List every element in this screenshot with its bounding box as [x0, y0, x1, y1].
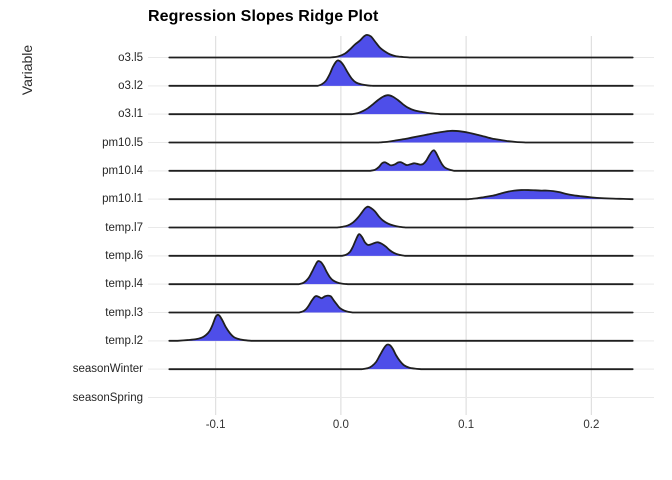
- ridge-temp.l4: [168, 260, 634, 286]
- y-tick-label-temp.l3: temp.l3: [105, 306, 143, 319]
- y-tick-label-pm10.l5: pm10.l5: [102, 136, 143, 149]
- y-axis-title: Variable: [19, 44, 35, 96]
- y-tick-label-pm10.l4: pm10.l4: [102, 164, 143, 177]
- chart-title: Regression Slopes Ridge Plot: [148, 8, 379, 25]
- ridge-temp.l6: [168, 233, 634, 257]
- ridge-o3.l2: [168, 59, 634, 87]
- y-tick-label-temp.l7: temp.l7: [105, 221, 143, 234]
- y-tick-label-temp.l6: temp.l6: [105, 249, 143, 262]
- x-tick-label--0.1: -0.1: [205, 419, 226, 431]
- ridge-temp.l3: [168, 294, 634, 314]
- y-tick-label-o3.l5: o3.l5: [118, 51, 143, 64]
- ridge-pm10.l4: [168, 149, 634, 172]
- ridge-o3.l1: [168, 94, 634, 116]
- ridge-pm10.l1: [168, 189, 634, 201]
- x-tick-label-0.0: 0.0: [332, 419, 349, 431]
- y-tick-label-pm10.l1: pm10.l1: [102, 193, 143, 206]
- y-tick-label-seasonSpring: seasonSpring: [72, 391, 143, 404]
- ridge-temp.l7: [168, 205, 634, 229]
- y-tick-label-temp.l4: temp.l4: [105, 278, 143, 291]
- ridge-seasonWinter: [168, 343, 634, 371]
- y-tick-label-temp.l2: temp.l2: [105, 334, 143, 347]
- ridge-pm10.l5: [168, 129, 634, 144]
- ridge-temp.l2: [168, 313, 634, 342]
- ridge-o3.l5: [168, 33, 634, 59]
- y-tick-label-o3.l1: o3.l1: [118, 108, 143, 121]
- x-tick-label-0.2: 0.2: [583, 419, 600, 431]
- y-tick-label-seasonWinter: seasonWinter: [72, 363, 143, 376]
- y-tick-label-o3.l2: o3.l2: [118, 79, 143, 92]
- x-tick-label-0.1: 0.1: [458, 419, 475, 431]
